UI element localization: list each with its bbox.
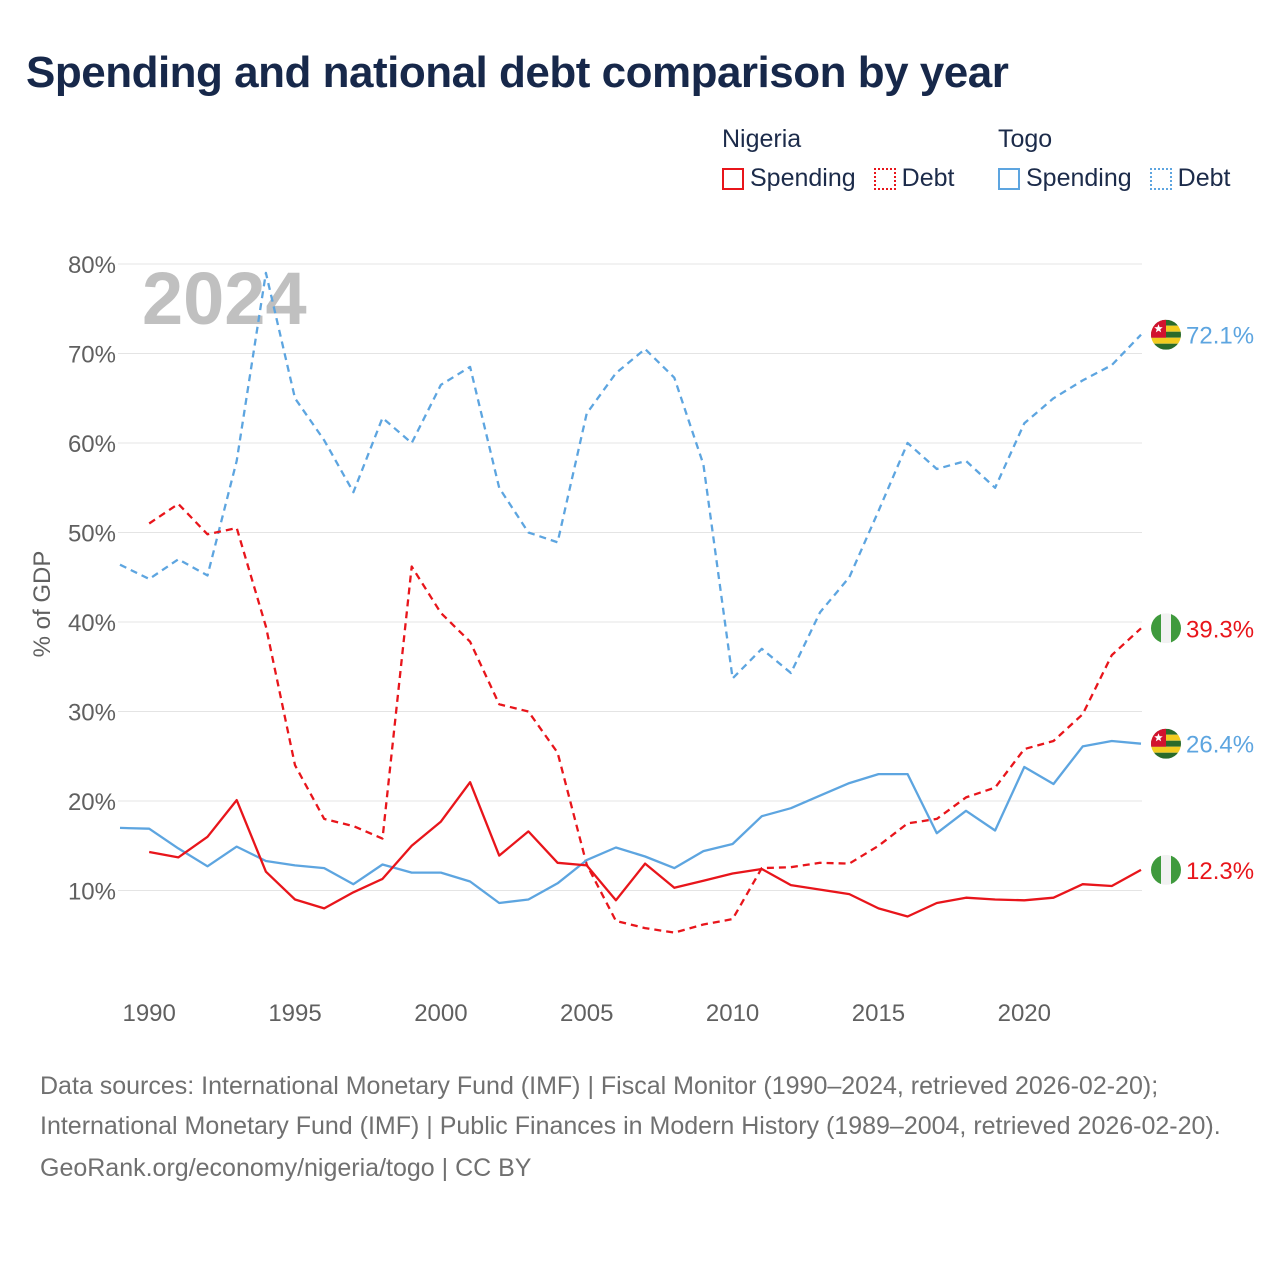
x-tick-label: 2000 [414, 1000, 467, 1027]
legend-item-nigeria-debt[interactable]: Debt [873, 164, 955, 193]
y-axis-ticks: 10% 20% 30% 40% 50% 60% 70% 80% [68, 252, 116, 906]
nigeria-flag-icon [1151, 854, 1181, 885]
line-chart: 10% 20% 30% 40% 50% 60% 70% 80% 1990 1995 2000 200… [29, 252, 1254, 1027]
x-axis-ticks: 1990 1995 2000 2005 2010 2015 2020 [122, 1000, 1051, 1027]
legend-swatch-solid-blue [998, 167, 1020, 190]
end-value-label: 72.1% [1186, 323, 1254, 350]
end-labels: 72.1% 39.3% 26.4% 12.3% [1151, 319, 1254, 885]
credit-link[interactable]: GeoRank.org/economy/nigeria/togo | CC BY [40, 1154, 532, 1182]
y-tick-label: 80% [68, 252, 116, 279]
legend-swatch-solid-red [722, 167, 744, 190]
x-tick-label: 1990 [122, 1000, 175, 1027]
legend-label: Spending [750, 164, 856, 192]
legend-item-togo-debt[interactable]: Debt [1149, 164, 1231, 193]
legend-label: Debt [901, 164, 955, 192]
y-tick-label: 40% [68, 610, 116, 637]
x-tick-label: 2010 [706, 1000, 759, 1027]
year-watermark: 2024 [142, 257, 307, 340]
data-sources: Data sources: International Monetary Fun… [40, 1072, 1221, 1140]
x-tick-label: 2005 [560, 1000, 613, 1027]
togo-flag-icon [1151, 728, 1181, 759]
y-tick-label: 50% [68, 521, 116, 548]
togo-flag-icon [1151, 319, 1181, 350]
legend-label: Spending [1026, 164, 1132, 192]
x-tick-label: 2020 [998, 1000, 1051, 1027]
series-line-nigeria-debt[interactable] [148, 502, 1142, 934]
footer: Data sources: International Monetary Fun… [40, 1066, 1240, 1188]
legend-swatch-dotted-blue [1149, 167, 1172, 190]
y-tick-label: 70% [68, 342, 116, 369]
chart-title: Spending and national debt comparison by… [26, 48, 1009, 97]
legend-label: Debt [1177, 164, 1231, 192]
series-line-togo-debt[interactable] [119, 271, 1142, 680]
series-line-nigeria-spending[interactable] [148, 781, 1142, 918]
legend-item-togo-spending[interactable]: Spending [998, 164, 1132, 193]
legend-country-nigeria: Nigeria [722, 125, 802, 153]
gridlines [118, 263, 1142, 891]
legend-country-togo: Togo [998, 125, 1053, 153]
x-tick-label: 2015 [852, 1000, 905, 1027]
x-tick-label: 1995 [268, 1000, 321, 1027]
legend-group-togo: Togo Spending Debt [998, 122, 1244, 193]
end-value-label: 12.3% [1186, 858, 1254, 885]
y-tick-label: 60% [68, 431, 116, 458]
nigeria-flag-icon [1151, 613, 1181, 644]
legend-swatch-dotted-red [873, 167, 896, 190]
legend-group-nigeria: Nigeria Spending Debt [722, 122, 968, 193]
y-tick-label: 10% [68, 879, 116, 906]
y-tick-label: 20% [68, 789, 116, 816]
series [119, 271, 1142, 934]
y-axis-label: % of GDP [29, 551, 56, 658]
series-line-togo-spending[interactable] [119, 739, 1142, 905]
end-value-label: 39.3% [1186, 616, 1254, 643]
legend-item-nigeria-spending[interactable]: Spending [722, 164, 856, 193]
y-tick-label: 30% [68, 700, 116, 727]
end-value-label: 26.4% [1186, 732, 1254, 759]
